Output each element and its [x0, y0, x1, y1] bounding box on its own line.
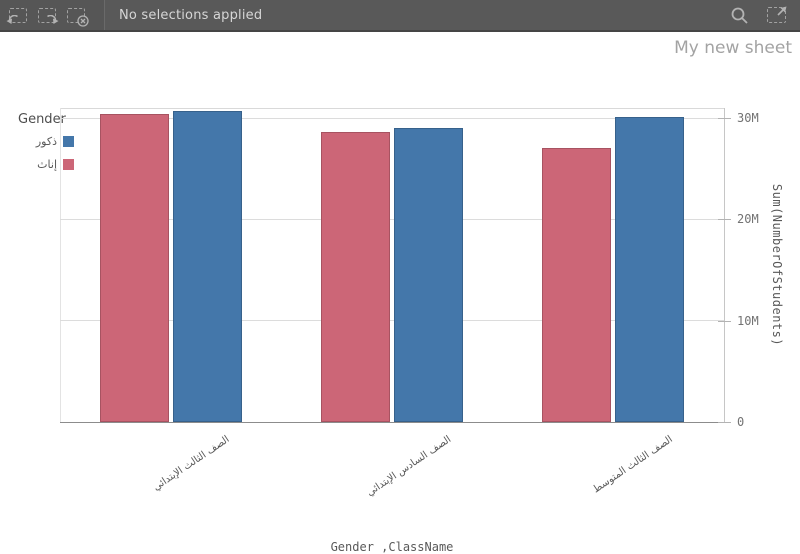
- y-tick-label: 10M: [737, 313, 759, 328]
- toolbar: No selections applied: [0, 0, 800, 32]
- y-tick-label: 20M: [737, 212, 759, 227]
- legend-items: ذكور إناث: [18, 135, 74, 171]
- plot-area: [60, 108, 724, 422]
- legend-item-label: إناث: [37, 158, 57, 171]
- redo-button[interactable]: [38, 7, 59, 24]
- toolbar-right: [730, 6, 800, 25]
- x-axis-title: Gender ,ClassName: [330, 540, 454, 554]
- y-axis-line: [724, 108, 725, 423]
- y-tick-label: 0: [737, 415, 745, 429]
- y-tick: [718, 422, 731, 423]
- selection-history-buttons: [0, 0, 105, 30]
- search-icon[interactable]: [730, 6, 749, 25]
- legend-item-label: ذكور: [35, 135, 57, 148]
- y-axis-title: Sum(NumberOfStudents): [770, 183, 784, 347]
- plot-border-top: [60, 108, 724, 109]
- plot-border-left: [60, 108, 61, 422]
- bar-إناث[interactable]: [542, 148, 611, 422]
- bar-ذكور[interactable]: [615, 117, 684, 422]
- x-axis-line: [60, 422, 731, 423]
- redo-icon: [47, 14, 59, 24]
- undo-button[interactable]: [6, 7, 27, 24]
- legend-swatch: [63, 136, 74, 147]
- y-tick-label: 30M: [737, 111, 759, 126]
- x-axis-label: الصف الثالث المتوسط: [590, 434, 675, 496]
- bar-chart: Gender ذكور إناث Sum(NumberOfStudents) Ge…: [0, 32, 800, 554]
- gridline: [60, 320, 724, 322]
- bar-ذكور[interactable]: [173, 111, 242, 422]
- x-axis-label: الصف السادس الإبتدائي: [364, 434, 454, 499]
- legend-swatch: [63, 159, 74, 170]
- clear-selections-button[interactable]: [67, 7, 89, 27]
- legend-title: Gender: [18, 112, 66, 127]
- legend-item[interactable]: إناث: [18, 158, 74, 171]
- y-tick: [718, 219, 731, 221]
- clear-selections-icon: [77, 14, 89, 27]
- legend-item[interactable]: ذكور: [18, 135, 74, 148]
- bar-إناث[interactable]: [100, 114, 169, 422]
- undo-icon: [6, 14, 18, 24]
- bar-إناث[interactable]: [321, 132, 390, 422]
- sheet-title: My new sheet: [674, 38, 792, 58]
- legend: Gender ذكور إناث: [18, 112, 74, 181]
- selections-tool-button[interactable]: [767, 6, 787, 23]
- gridline: [60, 218, 724, 220]
- gridline: [60, 117, 724, 119]
- y-tick: [718, 118, 731, 120]
- selections-tool-icon: [777, 6, 787, 16]
- selections-message: No selections applied: [119, 7, 263, 23]
- x-axis-label: الصف الثالث الإبتدائي: [151, 434, 232, 494]
- bar-ذكور[interactable]: [394, 128, 463, 422]
- y-tick: [718, 320, 731, 322]
